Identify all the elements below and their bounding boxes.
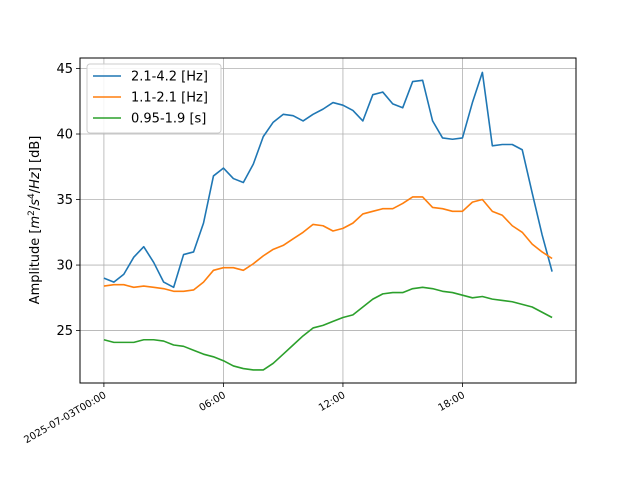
series-lines [103,71,553,371]
y-axis-label-part: 4 [27,193,37,199]
grid [80,58,576,383]
legend-box [86,63,222,134]
series-line [103,196,553,293]
series-line [103,286,553,371]
y-tick-label: 25 [56,324,73,339]
y-axis-label-part: Hz [28,171,43,189]
y-axis: 25 30 35 40 45 [56,62,80,339]
y-tick-label: 30 [56,259,73,274]
plot-frame [79,57,577,384]
legend-label: 2.1-4.2 [Hz] [131,70,208,85]
y-axis-label-part: / [28,188,43,193]
y-axis-label-part: ] [dB] [28,136,43,173]
legend-label: 1.1-2.1 [Hz] [131,91,208,106]
series-line [103,71,553,289]
x-axis: 2025-07-03T00:00 06:00 12:00 18:00 [22,383,467,446]
x-tick-label: 06:00 [197,390,227,414]
y-axis-label-part: 2 [27,210,37,216]
x-tick-label: 2025-07-03T00:00 [22,390,108,446]
y-axis-label-part: Amplitude [ [28,229,43,305]
y-axis-label-part: / [28,205,43,210]
y-tick-label: 40 [56,128,73,143]
y-tick-label: 35 [56,193,73,208]
y-tick-label: 45 [56,62,73,77]
legend-label: 0.95-1.9 [s] [131,112,206,127]
legend: 2.1-4.2 [Hz] 1.1-2.1 [Hz] 0.95-1.9 [s] [86,63,222,134]
x-tick-label: 12:00 [317,390,347,414]
y-axis-label: Amplitude [m2/s4/Hz] [dB] [27,136,43,305]
x-tick-label: 18:00 [436,390,466,414]
y-axis-label-part: s [28,199,43,206]
y-axis-label-part: m [28,216,43,229]
